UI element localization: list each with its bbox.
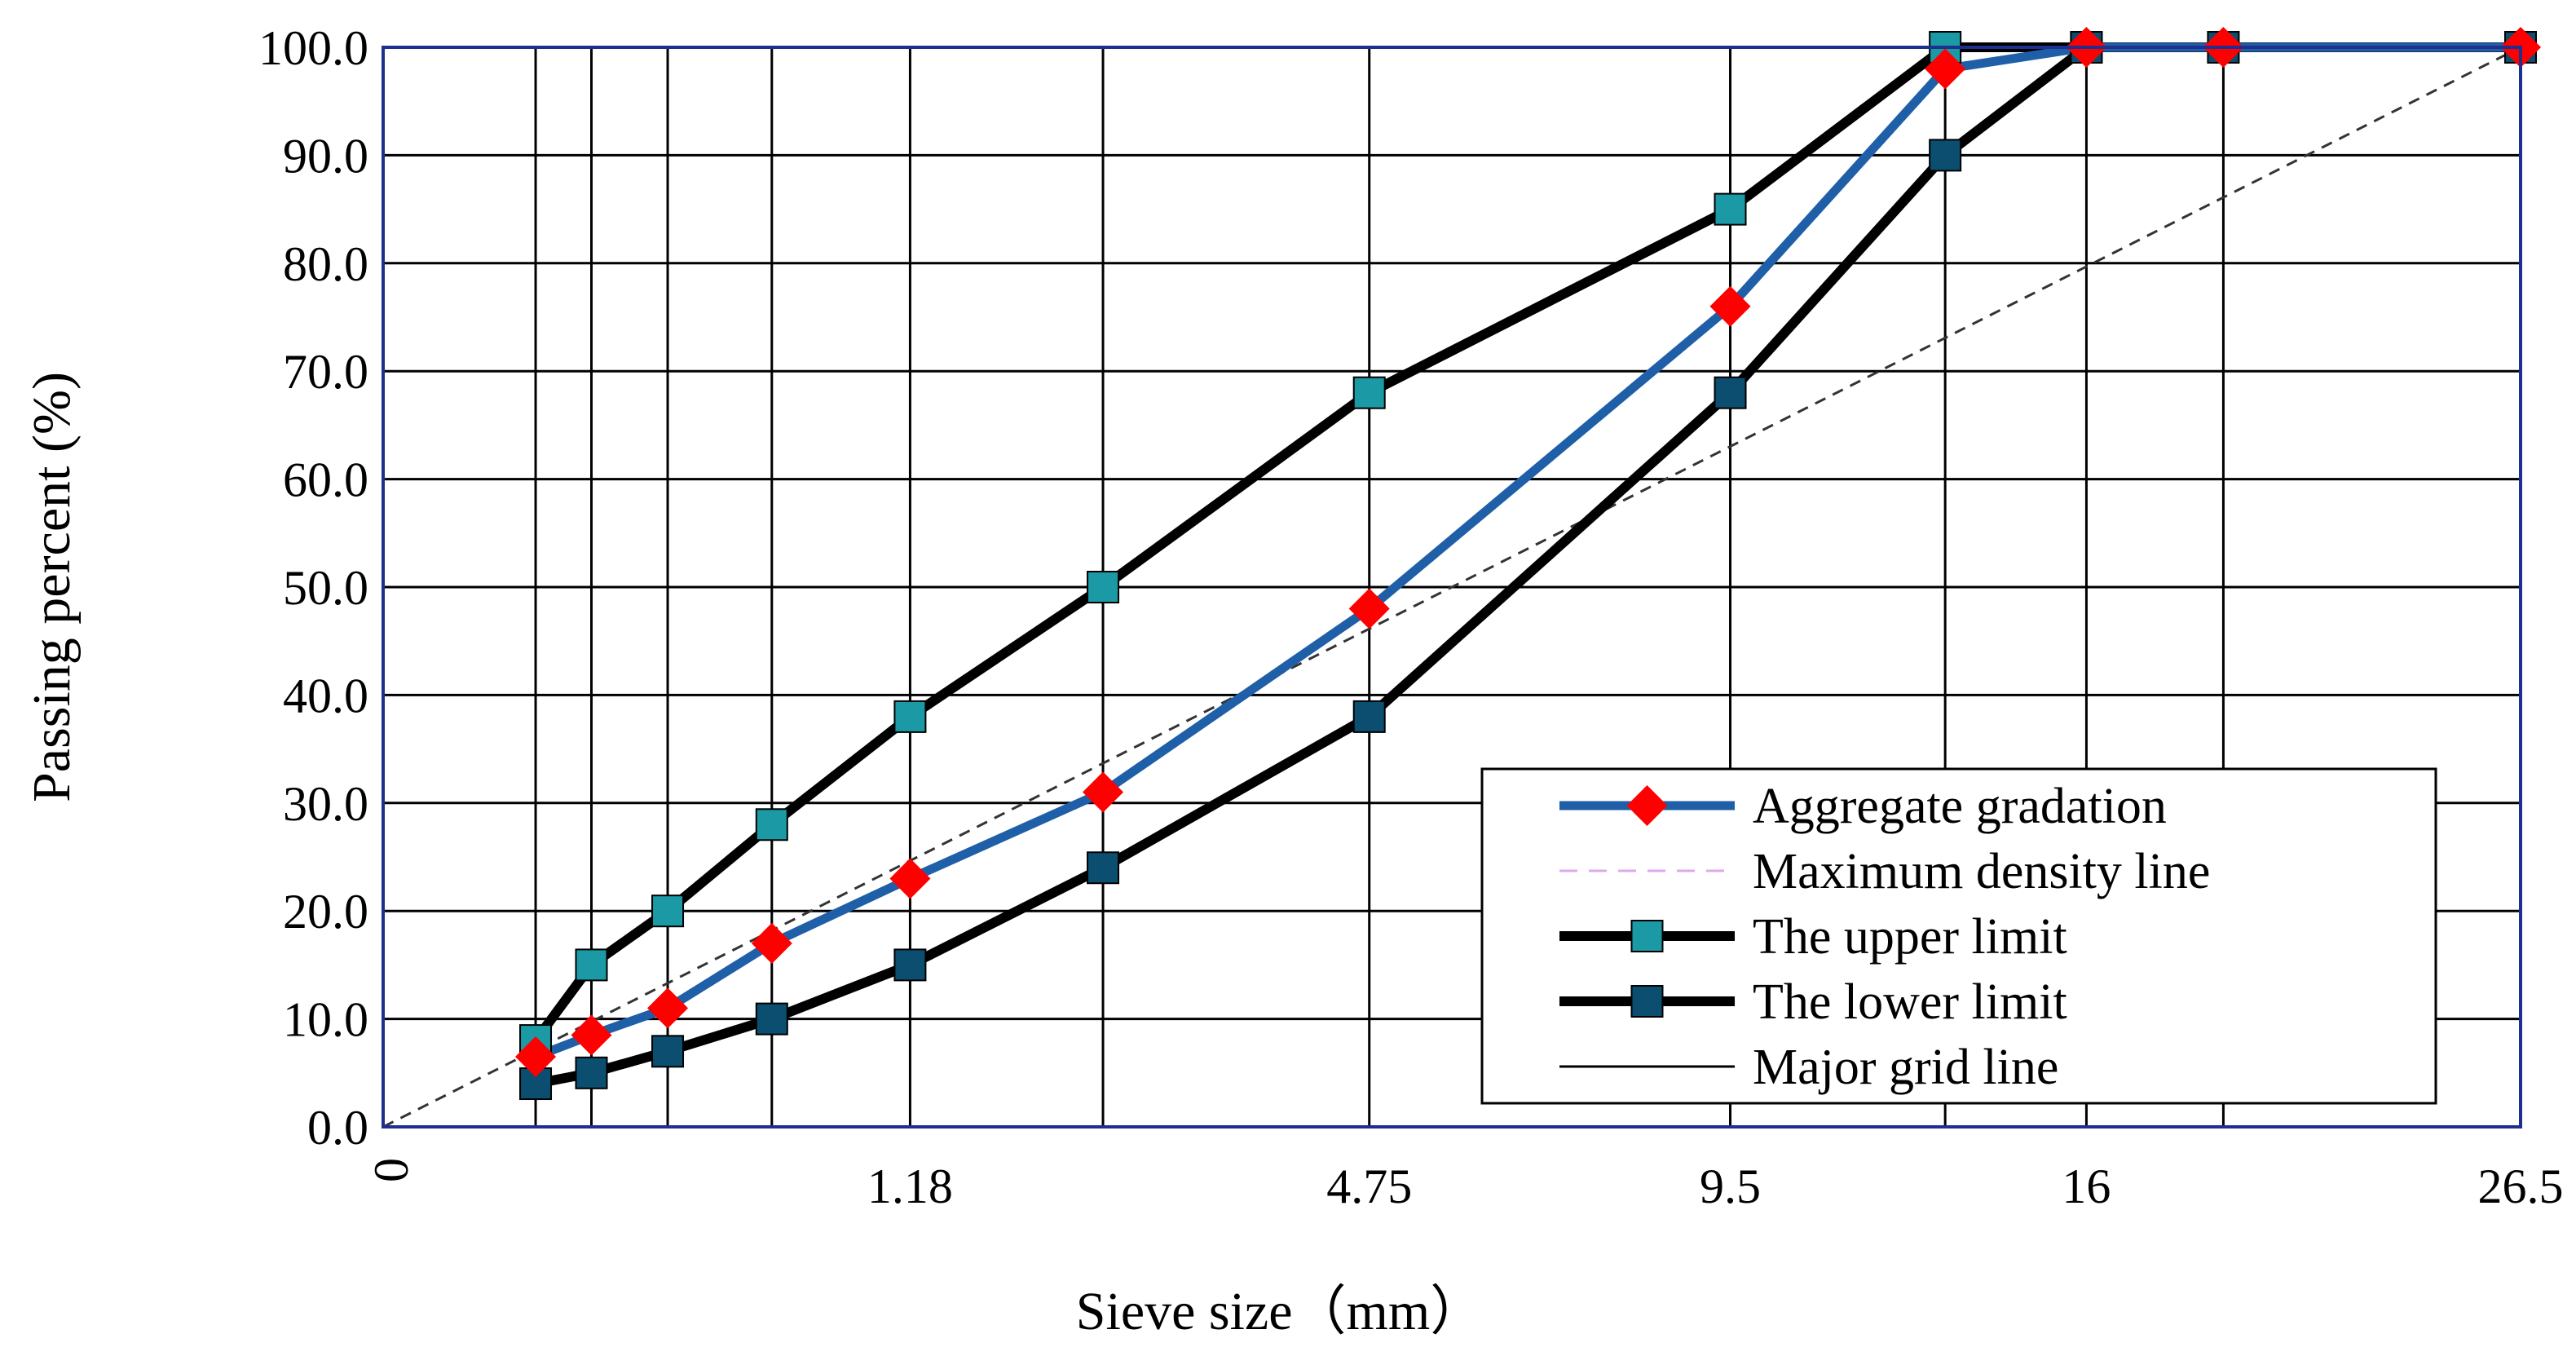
series-2-point	[1352, 700, 1386, 733]
x-axis-title: Sieve size（mm）	[1076, 1282, 1484, 1341]
series-1-point	[1087, 571, 1120, 603]
series-2-point	[651, 1035, 685, 1068]
series-3-point	[751, 922, 792, 964]
y-axis-title: Passing percent (%)	[22, 372, 82, 802]
legend-marker-lower	[1630, 985, 1664, 1018]
legend-marker-upper	[1630, 920, 1664, 952]
series-line-1	[532, 42, 2087, 1044]
series-3-point	[571, 1014, 612, 1056]
x-tick-label: 9.5	[1700, 1159, 1761, 1213]
series-1-point	[651, 894, 685, 928]
y-tick-label: 0.0	[307, 1101, 368, 1155]
series-2-point	[893, 948, 927, 982]
x-tick-label: 26.5	[2478, 1159, 2564, 1213]
axis-layer: 0.0 10.0 20.0 30.0 40.0 50.0 60.0 70.0 80.0 90.0 1…	[22, 21, 2564, 1341]
legend: Aggregate gradation Maximum density line T…	[1480, 767, 2437, 1105]
series-1-point	[575, 948, 608, 982]
legend-label: Major grid line	[1753, 1040, 2058, 1095]
series-3-point	[1925, 48, 1966, 90]
series-3-point	[889, 858, 931, 899]
series-line-0	[382, 46, 2521, 1129]
y-tick-label: 20.0	[283, 885, 368, 939]
legend-label: The lower limit	[1753, 974, 2067, 1030]
y-tick-label: 80.0	[283, 237, 368, 291]
plot-frame	[382, 46, 2522, 1129]
x-tick-label: 0	[364, 1158, 418, 1182]
series-3-point	[1083, 771, 1124, 813]
x-tick-label: 1.18	[867, 1159, 953, 1213]
legend-label: The upper limit	[1753, 909, 2067, 965]
series-1-point	[755, 808, 788, 841]
y-tick-label: 30.0	[283, 777, 368, 831]
x-tick-label: 16	[2062, 1159, 2111, 1213]
series-3-point	[1348, 588, 1390, 629]
series-2-point	[1087, 851, 1120, 885]
legend-marker-aggregate	[1626, 785, 1668, 826]
legend-label: Aggregate gradation	[1753, 779, 2167, 834]
y-tick-label: 100.0	[258, 21, 368, 75]
series-2-point	[575, 1056, 608, 1089]
legend-label: Maximum density line	[1753, 844, 2210, 899]
y-tick-label: 60.0	[283, 453, 368, 507]
y-tick-label: 90.0	[283, 129, 368, 183]
series-2-point	[755, 1002, 788, 1036]
series-3-point	[1709, 285, 1751, 327]
series-1-point	[1352, 376, 1386, 409]
y-tick-label: 50.0	[283, 561, 368, 615]
series-1-point	[893, 700, 927, 733]
series-2-point	[1714, 376, 1747, 409]
y-tick-label: 70.0	[283, 345, 368, 399]
series-3-point	[515, 1036, 557, 1077]
series-2-point	[1929, 139, 1962, 172]
series-3-point	[647, 987, 689, 1029]
series-1-point	[1714, 192, 1747, 226]
y-tick-label: 40.0	[283, 669, 368, 722]
y-tick-label: 10.0	[283, 993, 368, 1047]
x-tick-label: 4.75	[1326, 1159, 1412, 1213]
